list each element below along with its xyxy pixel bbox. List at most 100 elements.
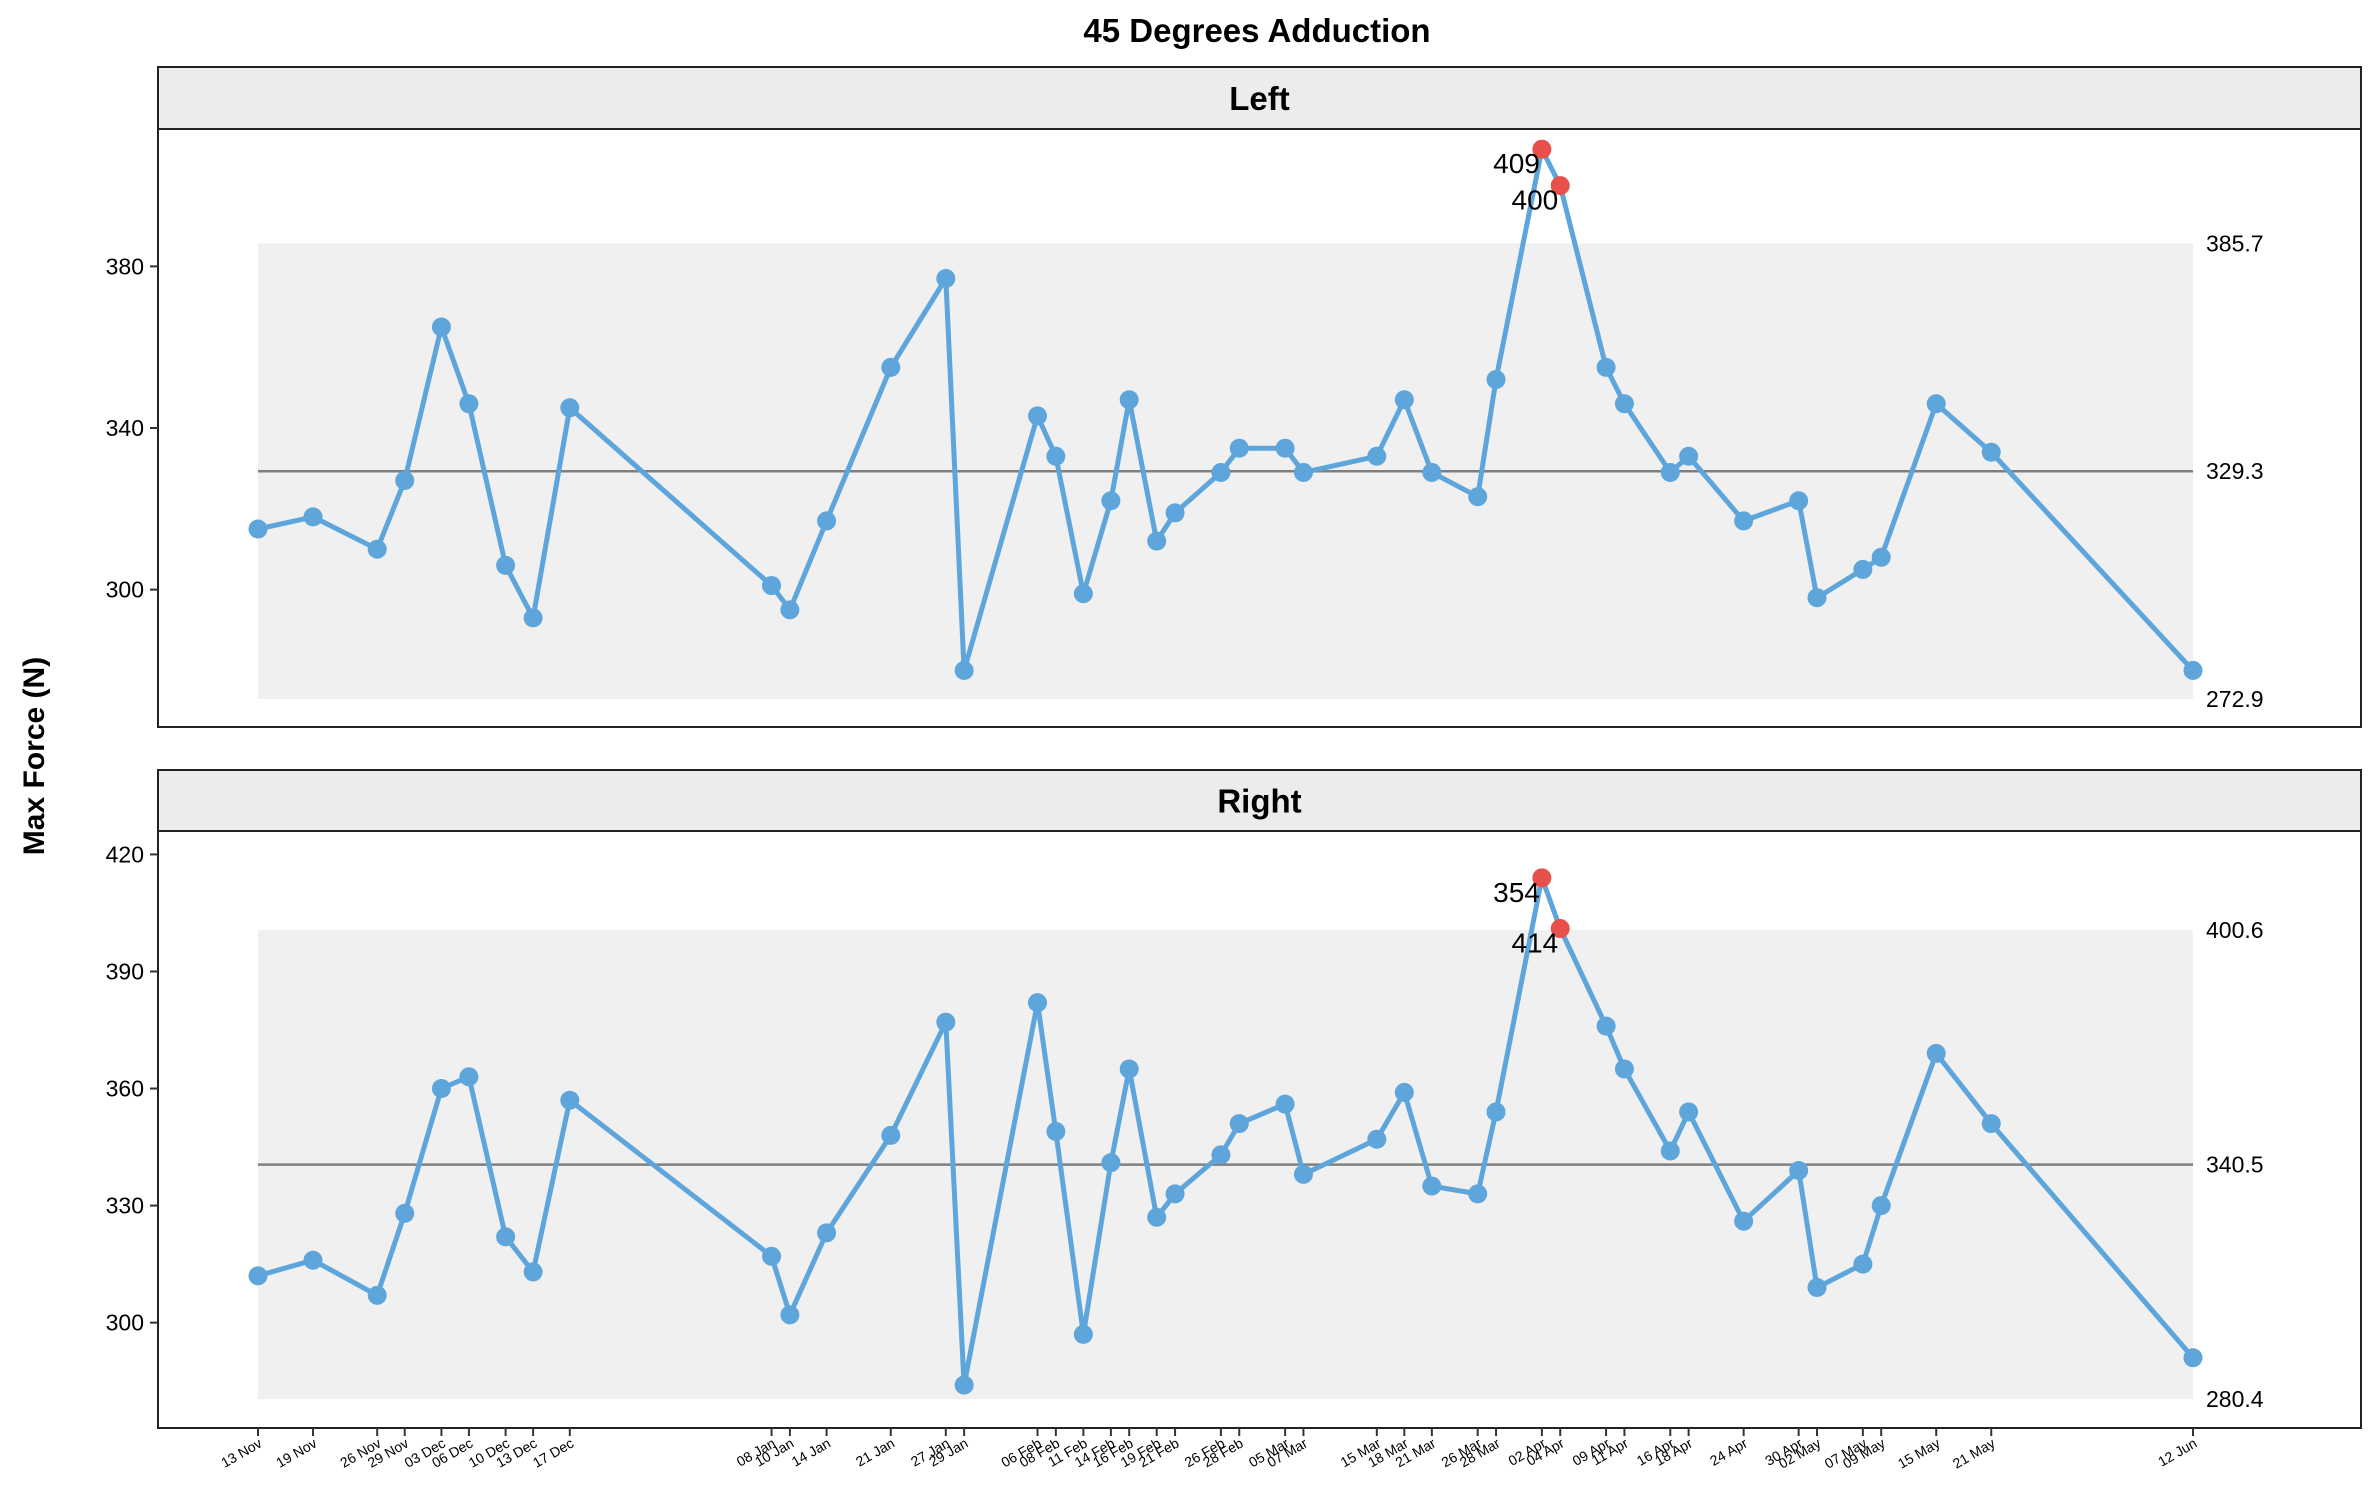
data-point <box>1853 1254 1873 1274</box>
panel-strip-label: Left <box>1229 80 1290 117</box>
data-point <box>881 1125 901 1145</box>
data-point <box>1119 1059 1139 1079</box>
data-point <box>762 576 782 596</box>
panel-left: Left 385.7 329.3 272.9 300 340 380 409 400 <box>106 66 2362 728</box>
data-point <box>2183 1348 2203 1368</box>
data-point <box>1165 1184 1185 1204</box>
data-point <box>1789 1160 1809 1180</box>
data-point <box>560 1090 580 1110</box>
data-point <box>1147 531 1167 551</box>
x-tick-label: 12 Jun <box>2155 1435 2199 1470</box>
x-tick-label: 21 Jan <box>853 1435 897 1470</box>
data-point <box>1293 1164 1313 1184</box>
x-tick-label: 15 May <box>1895 1435 1943 1472</box>
data-point <box>367 539 387 559</box>
outlier-label: 354 <box>1493 877 1540 908</box>
data-point <box>523 1262 543 1282</box>
data-point <box>1807 1278 1827 1298</box>
y-tick-label: 330 <box>106 1193 144 1219</box>
data-point <box>1789 491 1809 511</box>
data-point <box>1871 547 1891 567</box>
data-point <box>1853 559 1873 579</box>
x-tick-label: 13 Nov <box>218 1435 264 1471</box>
x-tick-label: 10 Jan <box>752 1435 796 1470</box>
data-point <box>496 555 516 575</box>
data-point <box>1486 370 1506 390</box>
data-point <box>1119 390 1139 410</box>
data-point <box>431 1079 451 1099</box>
data-point <box>954 660 974 680</box>
outlier-point <box>1532 139 1552 159</box>
data-point <box>1596 1016 1616 1036</box>
data-point <box>2183 660 2203 680</box>
outlier-label: 409 <box>1493 148 1540 179</box>
data-point <box>1275 438 1295 458</box>
data-point <box>1486 1102 1506 1122</box>
data-point <box>1660 462 1680 482</box>
data-point <box>1147 1207 1167 1227</box>
x-tick-label: 21 Feb <box>1136 1435 1182 1471</box>
data-point <box>1367 1129 1387 1149</box>
panel-strip-label: Right <box>1217 783 1301 820</box>
data-point <box>1028 406 1048 426</box>
data-point <box>395 471 415 491</box>
data-point <box>1211 462 1231 482</box>
band-value-label: 272.9 <box>2206 686 2264 712</box>
data-point <box>1073 584 1093 604</box>
y-tick-label: 420 <box>106 841 144 867</box>
x-tick-label: 19 Nov <box>273 1435 319 1471</box>
x-tick-label: 24 Apr <box>1707 1435 1750 1469</box>
data-point <box>1165 503 1185 523</box>
data-point <box>1211 1145 1231 1165</box>
data-point <box>367 1285 387 1305</box>
data-point <box>459 1067 479 1087</box>
data-point <box>1394 1082 1414 1102</box>
data-point <box>1468 487 1488 507</box>
y-tick-label: 340 <box>106 415 144 441</box>
data-point <box>1046 1121 1066 1141</box>
data-point <box>1871 1196 1891 1216</box>
data-point <box>780 600 800 620</box>
data-point <box>303 1250 323 1270</box>
data-point <box>248 1266 268 1286</box>
data-point <box>431 317 451 337</box>
data-point <box>1614 1059 1634 1079</box>
panel-right: Right 400.6 340.5 280.4 300 330 360 390 420 354 41… <box>106 769 2362 1429</box>
x-tick-label: 17 Dec <box>530 1435 576 1471</box>
outlier-point <box>1550 919 1570 939</box>
data-point <box>523 608 543 628</box>
x-tick-label: 14 Jan <box>789 1435 833 1470</box>
x-tick-label: 21 May <box>1950 1435 1998 1472</box>
data-point <box>1734 1211 1754 1231</box>
data-point <box>1073 1324 1093 1344</box>
outlier-point <box>1532 868 1552 888</box>
panel-strip <box>157 769 2362 832</box>
x-tick-label: 07 Mar <box>1264 1435 1310 1471</box>
data-point <box>1468 1184 1488 1204</box>
data-point <box>1422 1176 1442 1196</box>
y-tick-label: 360 <box>106 1076 144 1102</box>
data-point <box>1926 394 1946 414</box>
data-point <box>1981 442 2001 462</box>
data-point <box>1229 438 1249 458</box>
data-point <box>1028 993 1048 1013</box>
band-value-label: 385.7 <box>2206 230 2264 256</box>
data-point <box>1229 1114 1249 1134</box>
data-point <box>1926 1043 1946 1063</box>
data-point <box>1614 394 1634 414</box>
data-point <box>496 1227 516 1247</box>
data-point <box>560 398 580 418</box>
y-tick-label: 300 <box>106 1310 144 1336</box>
y-tick-label: 300 <box>106 577 144 603</box>
outlier-point <box>1550 176 1570 196</box>
data-point <box>1679 1102 1699 1122</box>
data-point <box>1734 511 1754 531</box>
data-point <box>1046 446 1066 466</box>
chart-title: 45 Degrees Adduction <box>1083 12 1430 49</box>
band-value-label: 340.5 <box>2206 1152 2264 1178</box>
data-point <box>1275 1094 1295 1114</box>
panel-strip <box>157 66 2362 130</box>
x-tick-label: 29 Jan <box>926 1435 970 1470</box>
